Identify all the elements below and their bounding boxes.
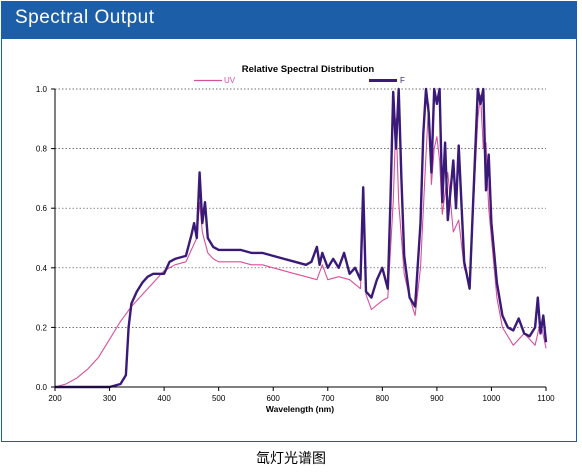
y-tick-label-0.4: 0.4: [36, 264, 48, 273]
series-line-f: [55, 87, 548, 389]
x-tick-label-400: 400: [157, 394, 171, 403]
y-tick-label-0.8: 0.8: [36, 145, 48, 154]
legend-label-f: F: [400, 76, 405, 85]
y-axis-ticks: 0.0 0.2 0.4 0.6 0.8 1.0: [36, 85, 55, 392]
x-tick-label-800: 800: [376, 394, 390, 403]
panel-title: Spectral Output: [15, 7, 155, 28]
series-line-uv: [54, 94, 547, 388]
panel-header: Spectral Output: [2, 2, 576, 39]
chart-legend: UV F: [194, 76, 405, 85]
y-tick-label-1.0: 1.0: [36, 85, 48, 94]
chart-grid: [55, 88, 546, 328]
x-axis-title: Wavelength (nm): [266, 404, 334, 414]
x-tick-label-600: 600: [267, 394, 281, 403]
spectral-output-panel: Spectral Output: [1, 1, 577, 442]
y-tick-label-0.0: 0.0: [36, 383, 48, 392]
legend-label-uv: UV: [224, 76, 236, 85]
chart-series: [54, 87, 548, 389]
x-tick-label-700: 700: [321, 394, 335, 403]
figure-caption: 氙灯光谱图: [256, 451, 326, 467]
x-tick-label-1000: 1000: [483, 394, 501, 403]
y-tick-label-0.2: 0.2: [36, 323, 48, 332]
chart-axes: [54, 89, 546, 388]
spectral-chart: Relative Spectral Distribution UV F 200 3…: [36, 64, 555, 414]
x-tick-label-200: 200: [48, 394, 62, 403]
x-tick-label-1100: 1100: [537, 394, 555, 403]
y-tick-label-0.6: 0.6: [36, 204, 48, 213]
x-axis-ticks: 200 300 400 500 600 700 800 900 1000 1100: [48, 387, 555, 403]
chart-title: Relative Spectral Distribution: [242, 64, 375, 75]
x-tick-label-900: 900: [430, 394, 444, 403]
x-tick-label-300: 300: [103, 394, 117, 403]
x-tick-label-500: 500: [212, 394, 226, 403]
